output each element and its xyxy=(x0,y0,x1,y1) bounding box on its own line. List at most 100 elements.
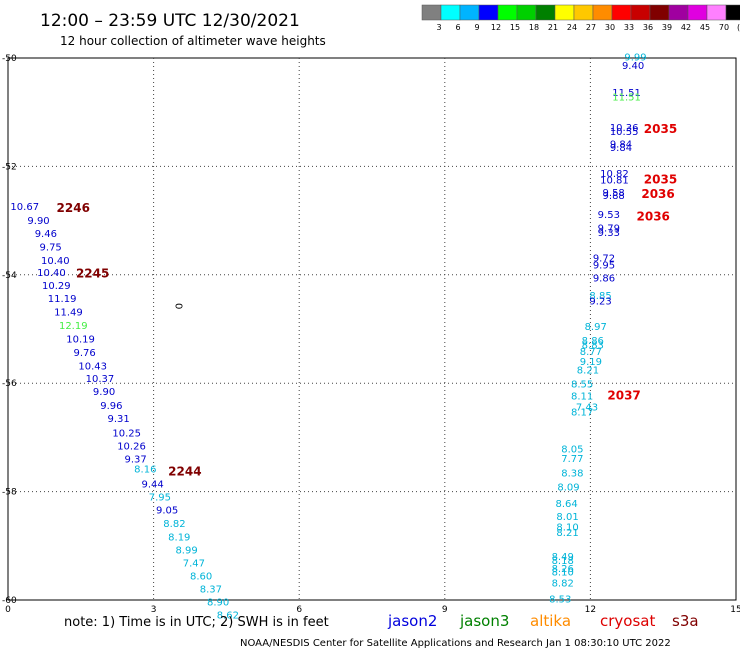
legend-swatch xyxy=(478,4,499,21)
wave-height-value: 8.49 xyxy=(552,552,574,563)
satellite-name: cryosat xyxy=(600,612,655,630)
wave-height-value: 7.95 xyxy=(149,492,171,503)
wave-height-value: 7.47 xyxy=(183,558,205,569)
wave-height-value: 10.40 xyxy=(37,268,66,279)
wave-height-value: 8.82 xyxy=(163,519,185,530)
annotations: 0 xyxy=(172,303,183,309)
wave-height-value: 7.77 xyxy=(561,454,583,465)
plot-frame xyxy=(7,57,737,601)
wave-height-value: 8.05 xyxy=(561,445,583,456)
grid-lines xyxy=(8,58,736,600)
wave-height-value: 8.86 xyxy=(582,336,604,347)
legend-label: 70 xyxy=(719,23,729,32)
legend-label: 9 xyxy=(474,23,479,32)
wave-height-value: 8.10 xyxy=(552,568,574,579)
legend-label: 27 xyxy=(586,23,596,32)
wave-height-value: 9.05 xyxy=(156,505,178,516)
legend-swatch xyxy=(535,4,556,21)
wave-height-value: 9.53 xyxy=(598,210,620,221)
satellite-name: s3a xyxy=(672,612,699,630)
footer-note: note: 1) Time is in UTC; 2) SWH is in fe… xyxy=(64,615,329,630)
wave-height-value: 8.77 xyxy=(580,347,602,358)
wave-height-value: 9.76 xyxy=(74,348,96,359)
x-tick-label: 15 xyxy=(730,605,740,615)
satellite-name: altika xyxy=(530,612,571,630)
legend-label: (ft) xyxy=(737,23,740,32)
wave-height-value: 9.90 xyxy=(27,216,49,227)
chart-title: 12:00 – 23:59 UTC 12/30/2021 xyxy=(40,11,300,31)
wave-height-value: 8.21 xyxy=(577,365,599,376)
legend-swatch xyxy=(497,4,518,21)
x-tick-label: 9 xyxy=(442,605,448,615)
y-tick-label: -52 xyxy=(2,162,17,172)
wave-height-value: 9.19 xyxy=(580,357,602,368)
wave-height-value: 9.79 xyxy=(598,223,620,234)
wave-height-value: 8.09 xyxy=(557,483,579,494)
y-tick-label: -58 xyxy=(2,488,17,498)
legend-swatch xyxy=(668,4,689,21)
legend-label: 12 xyxy=(491,23,501,32)
legend-label: 42 xyxy=(681,23,691,32)
wave-height-value: 8.38 xyxy=(561,468,583,479)
x-tick-label: 12 xyxy=(585,605,596,615)
satellite-name: jason2 xyxy=(387,612,437,630)
legend-label: 6 xyxy=(455,23,460,32)
pass-time-label: 2037 xyxy=(607,388,640,402)
wave-height-value: 10.19 xyxy=(66,335,95,346)
wave-height-value: 9.75 xyxy=(40,242,62,253)
wave-height-value: 8.01 xyxy=(556,512,578,523)
wave-height-value: 9.44 xyxy=(141,479,163,490)
wave-height-value: 10.43 xyxy=(78,362,107,373)
legend-label: 39 xyxy=(662,23,672,32)
y-tick-label: -50 xyxy=(2,54,17,64)
wave-height-value: 11.19 xyxy=(48,294,77,305)
wave-height-value: 10.55 xyxy=(610,127,639,138)
wave-height-value: 8.21 xyxy=(556,528,578,539)
wave-height-value: 10.26 xyxy=(117,441,146,452)
wave-height-value: 8.64 xyxy=(555,499,577,510)
wave-height-value: 9.99 xyxy=(624,53,646,64)
wave-height-value: 10.82 xyxy=(600,169,629,180)
wave-height-value: 8.99 xyxy=(175,545,197,556)
wave-height-value: 8.17 xyxy=(571,408,593,419)
legend-swatch xyxy=(630,4,651,21)
legend-swatch xyxy=(516,4,537,21)
wave-height-value: 9.46 xyxy=(35,229,57,240)
wave-height-value: 8.10 xyxy=(556,523,578,534)
pass-time-label: 2246 xyxy=(57,201,90,215)
wave-height-value: 8.11 xyxy=(571,391,593,402)
wave-height-value: 10.67 xyxy=(10,202,39,213)
wave-height-value: 10.25 xyxy=(112,428,141,439)
legend-label: 24 xyxy=(567,23,577,32)
wave-height-value: 9.37 xyxy=(124,454,146,465)
pass-time-label: 2035 xyxy=(644,122,677,136)
footer-credit: NOAA/NESDIS Center for Satellite Applica… xyxy=(240,638,671,649)
wave-height-value: 11.51 xyxy=(612,88,641,99)
wave-height-value: 10.40 xyxy=(41,256,70,267)
wave-height-value: 9.58 xyxy=(603,188,625,199)
plot-area: 0 3 6 9 12 15 -50 -52 -54 -56 -58 -60 10.67 9.90 9.46… xyxy=(2,53,740,622)
wave-height-value: 8.85 xyxy=(589,291,611,302)
wave-height-value: 8.90 xyxy=(207,597,229,608)
wave-height-value: 8.97 xyxy=(585,322,607,333)
wave-height-value: 8.19 xyxy=(168,532,190,543)
wave-height-value: 9.96 xyxy=(100,401,122,412)
legend-swatch xyxy=(554,4,575,21)
wave-height-value: 9.31 xyxy=(107,414,129,425)
wave-height-value: 8.82 xyxy=(552,578,574,589)
x-tick-label: 6 xyxy=(296,605,302,615)
wave-height-value: 8.18 xyxy=(552,556,574,567)
wave-height-value: 10.36 xyxy=(610,123,639,134)
wave-height-value: 9.40 xyxy=(622,61,644,72)
legend-label: 45 xyxy=(700,23,710,32)
satellite-legend: jason2 jason3 altika cryosat s3a xyxy=(387,612,699,630)
plot-annotation: 0 xyxy=(172,303,183,309)
legend-label: 36 xyxy=(643,23,653,32)
pass-time-label: 2035 xyxy=(644,173,677,187)
axis-ticks: 0 3 6 9 12 15 -50 -52 -54 -56 -58 -60 xyxy=(2,54,740,615)
y-tick-label: -54 xyxy=(2,271,17,281)
wave-height-value: 8.62 xyxy=(217,610,239,621)
wave-height-value: 9.84 xyxy=(610,143,632,154)
